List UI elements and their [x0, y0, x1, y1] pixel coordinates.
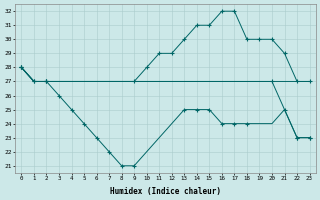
X-axis label: Humidex (Indice chaleur): Humidex (Indice chaleur) [110, 187, 221, 196]
